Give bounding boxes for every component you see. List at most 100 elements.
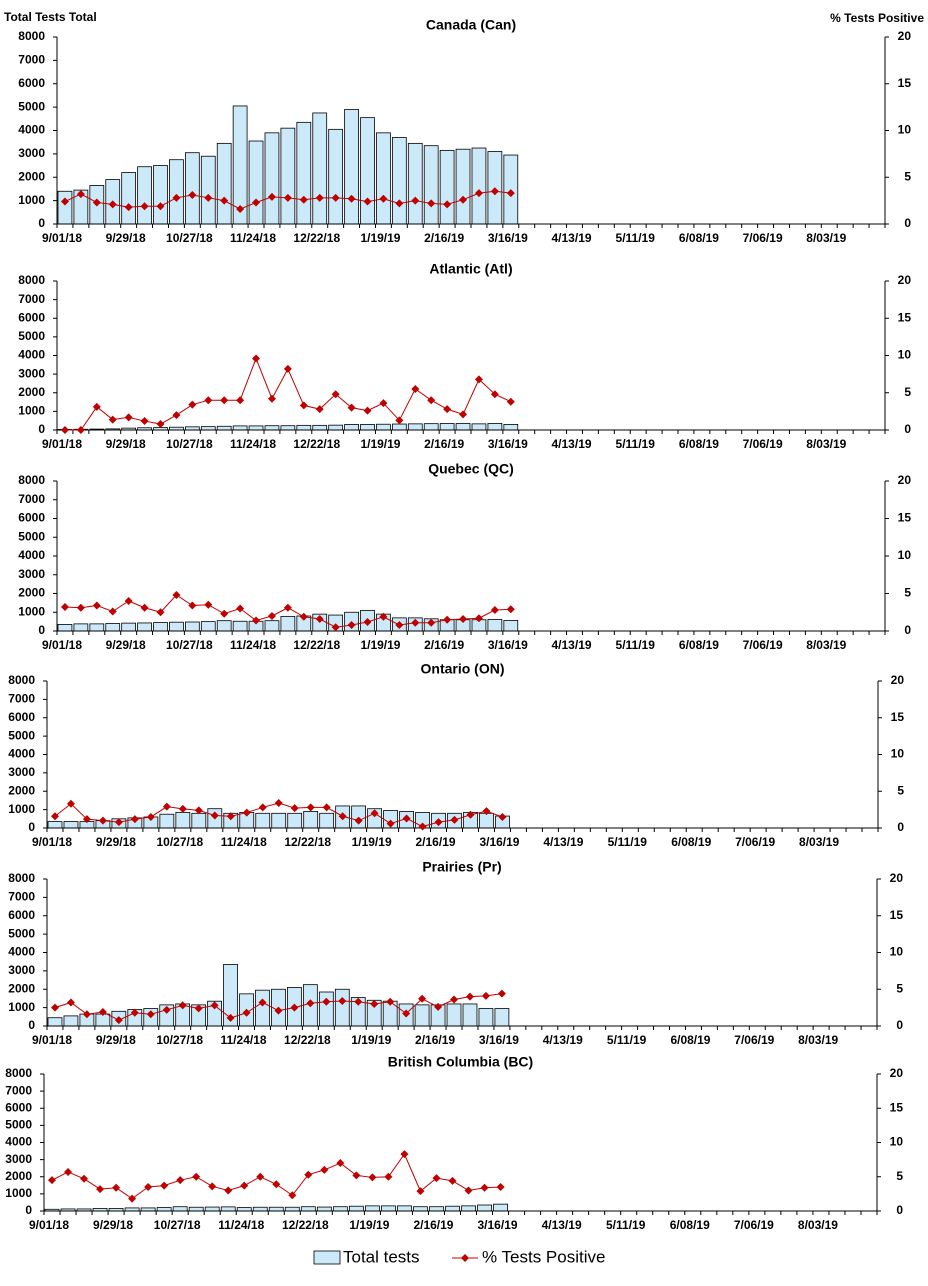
y2-tick-label: 15 <box>898 511 912 525</box>
line-marker <box>338 812 347 821</box>
line-marker <box>176 1176 185 1185</box>
bar <box>153 165 168 225</box>
line-marker <box>395 416 404 425</box>
line-marker <box>220 396 229 405</box>
y-tick-label: 5000 <box>18 329 45 343</box>
line-marker <box>363 197 372 206</box>
line-marker <box>370 999 379 1008</box>
x-tick-label: 12/22/18 <box>293 437 340 451</box>
bar <box>391 137 407 225</box>
y2-tick-label: 15 <box>890 1100 904 1114</box>
x-tick-label: 1/19/19 <box>351 1033 391 1047</box>
x-tick-label: 9/01/18 <box>32 835 72 849</box>
bar <box>204 1206 220 1212</box>
y2-axis-label: % Tests Positive <box>830 11 924 25</box>
bar <box>248 140 264 225</box>
x-tick-label: 12/22/18 <box>284 1033 331 1047</box>
y-tick-label: 3000 <box>8 765 35 779</box>
line-marker <box>363 406 372 415</box>
line-marker <box>490 390 499 399</box>
line-marker <box>256 1172 265 1181</box>
x-tick-label: 3/16/19 <box>488 437 528 451</box>
line-marker <box>379 194 388 203</box>
x-tick-label: 9/29/18 <box>96 835 136 849</box>
x-tick-label: 9/01/18 <box>42 231 82 245</box>
line-marker <box>98 816 107 825</box>
x-tick-label: 9/29/18 <box>96 1033 136 1047</box>
x-tick-label: 10/27/18 <box>154 1218 201 1232</box>
line-marker <box>188 400 197 409</box>
panel: Canada (Can) Total Tests Total % Tests Pos… <box>4 10 924 245</box>
chart-title: British Columbia (BC) <box>388 1054 533 1070</box>
bar <box>478 1008 494 1027</box>
line-marker <box>474 614 483 623</box>
y2-tick-label: 15 <box>898 310 912 324</box>
x-tick-label: 9/01/18 <box>42 638 82 652</box>
bar <box>169 621 184 632</box>
y2-tick-label: 20 <box>890 1066 904 1080</box>
line-marker <box>76 603 85 612</box>
line-marker <box>162 802 171 811</box>
line-marker <box>506 189 515 198</box>
line-marker <box>490 606 499 614</box>
line-marker <box>204 600 213 609</box>
line-marker <box>450 995 459 1004</box>
x-tick-label: 2/16/19 <box>416 835 456 849</box>
y-tick-label: 4000 <box>8 747 35 761</box>
y2-tick-label: 10 <box>890 945 904 959</box>
line-marker <box>92 601 101 610</box>
x-tick-label: 2/16/19 <box>424 231 464 245</box>
line-marker <box>50 812 59 821</box>
y-tick-label: 7000 <box>18 53 45 67</box>
bar <box>264 620 280 632</box>
line-marker <box>252 198 261 207</box>
y-tick-label: 6000 <box>18 511 45 525</box>
bar <box>121 172 137 225</box>
y-tick-label: 1000 <box>18 193 45 207</box>
x-tick-label: 4/13/19 <box>542 1218 582 1232</box>
bar <box>429 1206 444 1212</box>
line-marker <box>336 1159 345 1168</box>
bar <box>175 811 191 829</box>
line-marker <box>92 402 101 411</box>
line-marker <box>124 413 133 422</box>
x-tick-label: 1/19/19 <box>360 231 400 245</box>
line-marker <box>379 612 388 621</box>
y-tick-label: 1000 <box>18 604 45 618</box>
line-marker <box>466 810 475 819</box>
line-marker <box>156 420 165 429</box>
line-marker <box>322 997 331 1006</box>
x-tick-label: 4/13/19 <box>543 1033 583 1047</box>
line-marker <box>386 997 395 1006</box>
line-marker <box>220 196 229 205</box>
x-tick-label: 9/29/18 <box>93 1218 133 1232</box>
line-marker <box>98 1008 107 1017</box>
line-marker <box>299 612 308 621</box>
y-tick-label: 4000 <box>5 1135 32 1149</box>
line-marker <box>480 1183 489 1192</box>
line-marker <box>252 616 261 625</box>
x-tick-label: 12/22/18 <box>282 1218 329 1232</box>
x-tick-label: 3/16/19 <box>479 835 519 849</box>
y2-tick-label: 15 <box>898 76 912 90</box>
line-marker <box>128 1194 137 1203</box>
y2-tick-label: 10 <box>898 548 912 562</box>
y-tick-label: 0 <box>38 623 45 637</box>
line-marker <box>370 809 379 818</box>
bar <box>216 425 232 431</box>
line-marker <box>402 814 411 823</box>
bar <box>137 622 152 632</box>
y2-tick-label: 5 <box>904 385 911 399</box>
line-marker <box>172 411 181 420</box>
y-tick-label: 3000 <box>8 963 35 977</box>
x-tick-label: 4/13/19 <box>552 638 592 652</box>
line-marker <box>236 604 245 613</box>
line-marker <box>242 808 251 817</box>
line-marker <box>379 399 388 408</box>
y-tick-label: 2000 <box>8 783 35 797</box>
bar <box>280 615 296 632</box>
x-tick-label: 1/19/19 <box>352 835 392 849</box>
x-tick-label: 7/06/19 <box>743 437 783 451</box>
line-marker <box>283 364 292 373</box>
